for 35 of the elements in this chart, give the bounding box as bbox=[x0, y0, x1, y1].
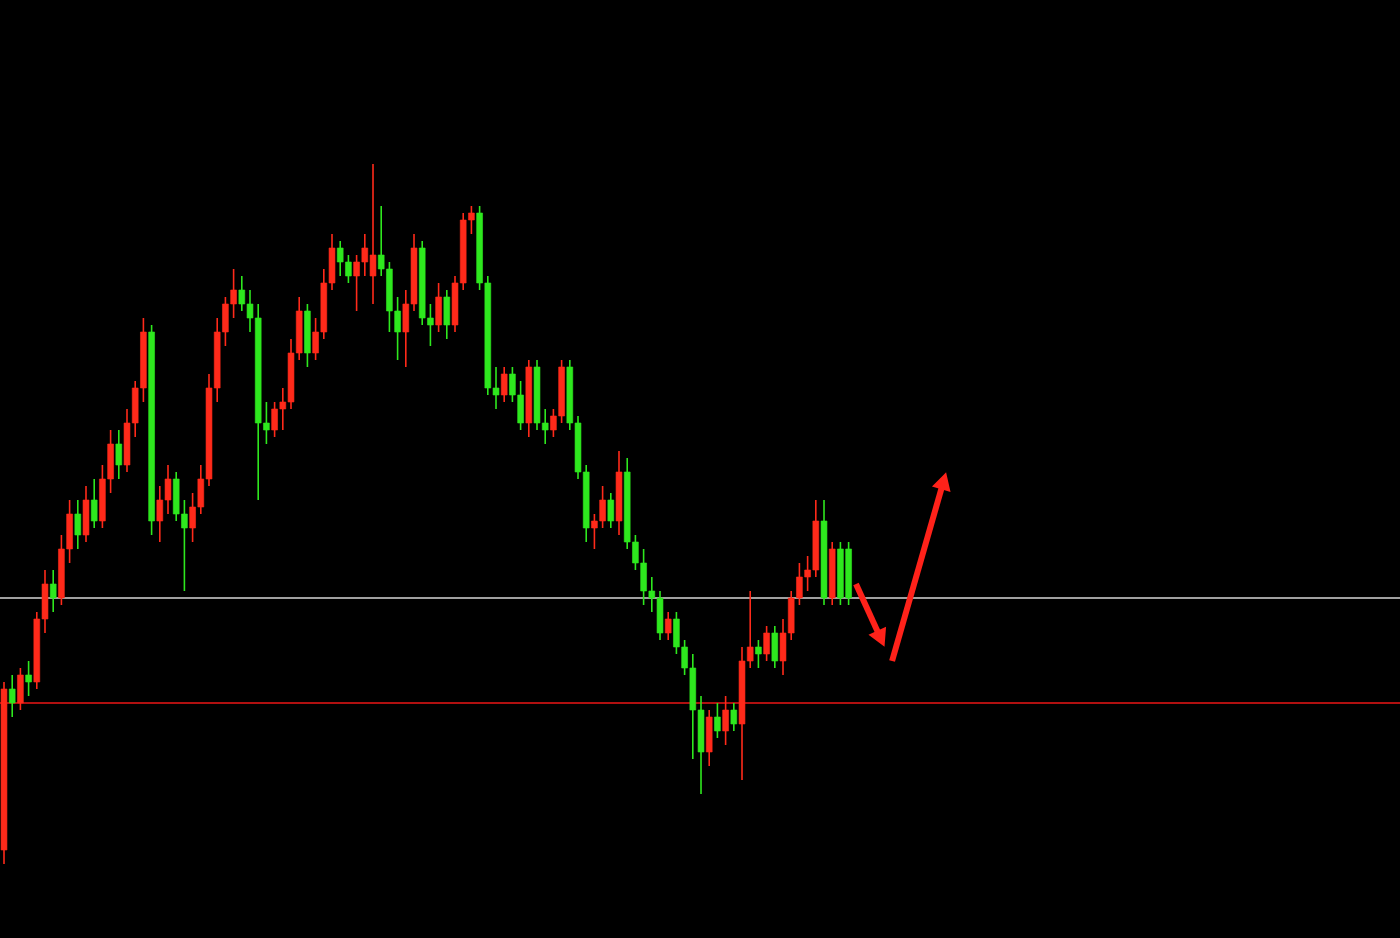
candlestick bbox=[771, 625, 779, 669]
candlestick bbox=[271, 401, 278, 438]
candlestick bbox=[17, 667, 24, 711]
candlestick bbox=[714, 702, 721, 739]
candlestick bbox=[500, 366, 508, 403]
candlestick bbox=[49, 569, 57, 613]
candlestick bbox=[369, 163, 377, 305]
candlestick bbox=[435, 282, 442, 333]
candlestick bbox=[353, 254, 360, 312]
candlestick bbox=[74, 499, 82, 550]
candlestick bbox=[689, 653, 697, 760]
candlestick bbox=[443, 289, 451, 340]
candlestick bbox=[722, 695, 729, 746]
candlestick bbox=[25, 660, 32, 697]
candlestick bbox=[238, 275, 246, 312]
candlestick bbox=[517, 380, 524, 431]
candlestick bbox=[386, 261, 393, 333]
candlestick bbox=[82, 485, 90, 543]
candlestick bbox=[304, 303, 311, 368]
candlestick bbox=[607, 492, 615, 529]
candlestick bbox=[361, 233, 369, 277]
candlestick bbox=[8, 674, 16, 718]
candlestick bbox=[664, 611, 672, 641]
candlestick bbox=[705, 709, 713, 767]
candlestick bbox=[730, 702, 738, 732]
candlestick bbox=[156, 485, 164, 543]
candlestick bbox=[599, 485, 606, 529]
candlestick bbox=[640, 548, 647, 606]
candlestick bbox=[755, 639, 762, 669]
candlestick bbox=[763, 625, 770, 662]
candlestick bbox=[90, 478, 98, 529]
candlestick bbox=[345, 254, 352, 284]
candlestick bbox=[115, 429, 123, 480]
candlestick bbox=[172, 471, 180, 522]
candlestick bbox=[336, 240, 344, 277]
